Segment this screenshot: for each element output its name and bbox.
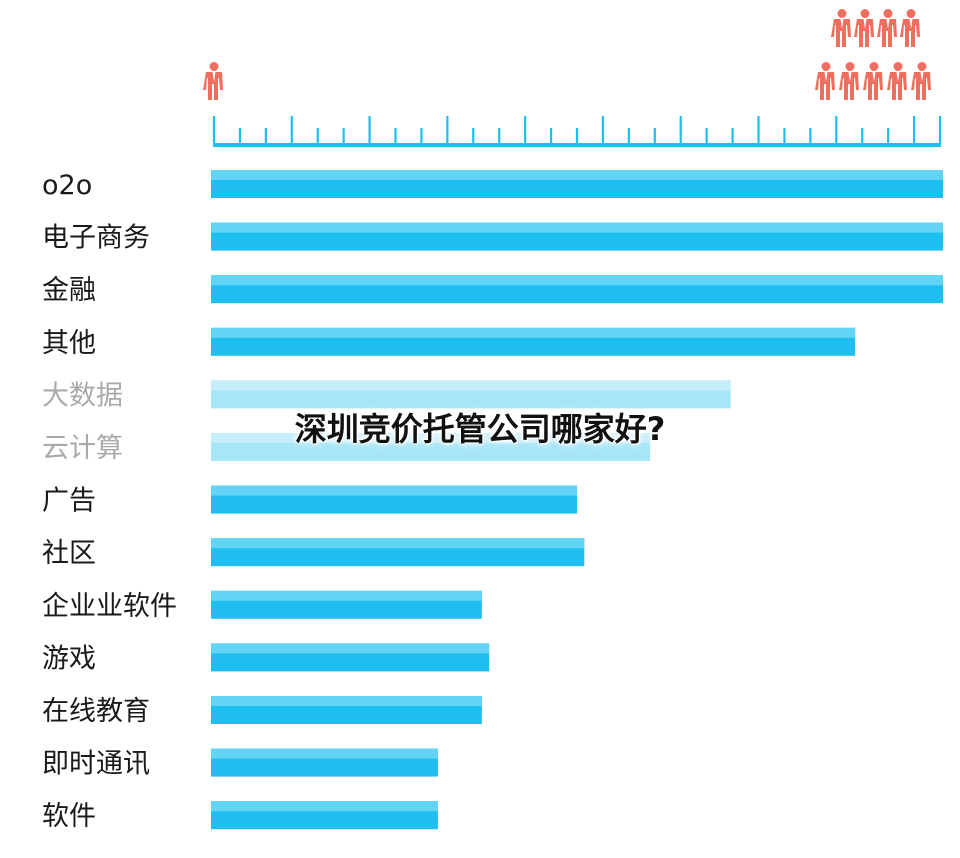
category-label: 广告: [42, 486, 96, 517]
category-label: 其他: [42, 328, 96, 359]
bar-2: [211, 275, 943, 304]
bar-11: [211, 748, 438, 777]
bar-8: [211, 590, 482, 619]
category-label: 在线教育: [42, 696, 150, 727]
bar-1: [211, 222, 943, 251]
person-icon: [854, 9, 874, 47]
category-label: 游戏: [42, 643, 96, 674]
category-label: 金融: [42, 275, 96, 306]
scale-axis: [212, 116, 942, 147]
category-label: o2o: [42, 170, 92, 201]
bar-highlight: [211, 538, 585, 549]
bar-highlight: [211, 327, 856, 338]
category-label: 企业业软件: [42, 591, 177, 622]
bar-highlight: [211, 696, 482, 706]
bar-9: [211, 643, 490, 672]
category-label: 云计算: [42, 433, 123, 464]
person-icon: [911, 62, 931, 100]
bar-10: [211, 696, 482, 724]
bars: [211, 170, 943, 830]
person-icon: [887, 62, 907, 100]
bar-3: [211, 327, 856, 356]
bar-highlight: [211, 590, 482, 601]
person-icon: [877, 9, 897, 47]
bar-5: [211, 433, 651, 461]
category-label: 软件: [42, 801, 96, 832]
bar-highlight: [211, 222, 943, 233]
category-label: 大数据: [42, 380, 123, 411]
person-icon: [863, 62, 883, 100]
bar-highlight: [211, 643, 490, 654]
bar-0: [211, 170, 943, 198]
bar-highlight: [211, 170, 943, 180]
people-icons: [203, 9, 931, 100]
person-icon: [815, 62, 835, 100]
bar-highlight: [211, 748, 438, 759]
bar-12: [211, 801, 438, 830]
person-icon: [203, 62, 223, 100]
category-label: 社区: [42, 538, 96, 569]
bar-7: [211, 538, 585, 567]
bar-highlight: [211, 275, 943, 286]
person-icon: [900, 9, 920, 47]
person-icon: [831, 9, 851, 47]
bar-highlight: [211, 485, 577, 496]
bar-highlight: [211, 433, 651, 443]
bar-6: [211, 485, 577, 514]
category-label: 电子商务: [42, 223, 150, 254]
person-icon: [839, 62, 859, 100]
bar-4: [211, 380, 731, 409]
bar-highlight: [211, 380, 731, 391]
bar-highlight: [211, 801, 438, 812]
category-label: 即时通讯: [42, 749, 150, 780]
